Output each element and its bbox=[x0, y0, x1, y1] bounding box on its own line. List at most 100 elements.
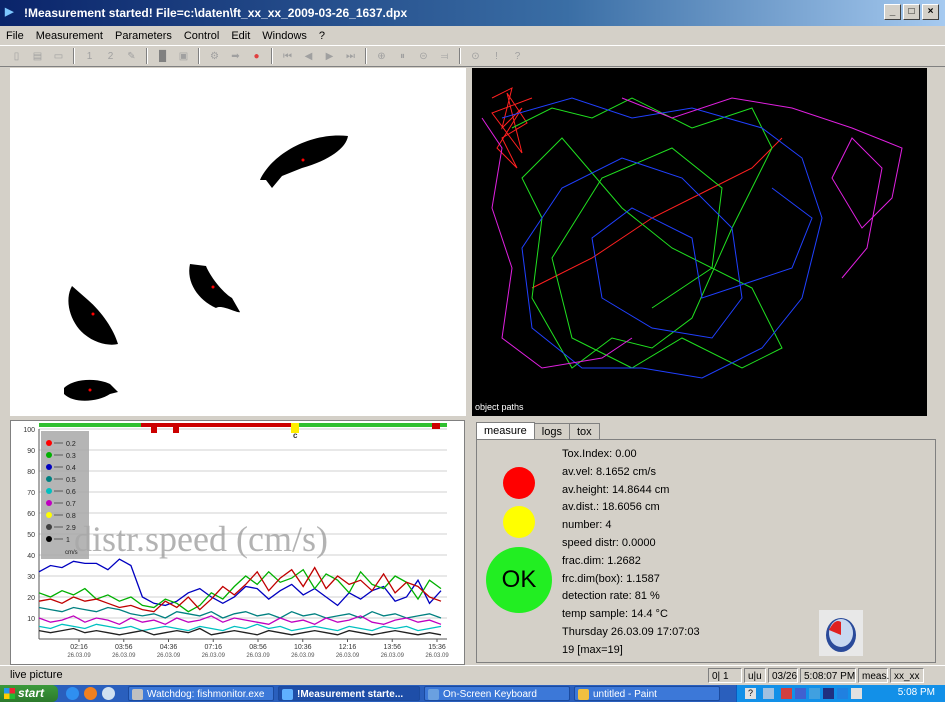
reading-detection-rate: detection rate: 81 % bbox=[562, 590, 660, 603]
prev-icon[interactable]: ◀ bbox=[304, 50, 313, 62]
tray-app-icon-4[interactable] bbox=[823, 688, 834, 699]
monitor-icon[interactable]: ▭ bbox=[53, 50, 64, 62]
task-paint[interactable]: untitled - Paint bbox=[574, 686, 720, 701]
step-icon[interactable]: ⊝ bbox=[419, 50, 428, 62]
next-icon[interactable]: ▶ bbox=[325, 50, 334, 62]
fill-icon[interactable]: █ bbox=[158, 50, 167, 62]
record-icon[interactable]: ⊕ bbox=[377, 50, 386, 62]
dot-icon[interactable]: ⊙ bbox=[471, 50, 480, 62]
x-tick-date: 26.03.09 bbox=[157, 653, 181, 659]
help-button[interactable]: ? bbox=[514, 50, 521, 62]
measure-panel: measure logs tox OK Tox.Index: 0.00 av.v… bbox=[472, 420, 937, 665]
channel-1-button[interactable]: 1 bbox=[86, 50, 93, 62]
series-line bbox=[38, 606, 442, 619]
yellow-light bbox=[503, 506, 535, 538]
save-icon[interactable]: ▣ bbox=[178, 50, 189, 62]
tray-app-icon-2[interactable] bbox=[795, 688, 806, 699]
pane-splitter[interactable] bbox=[466, 68, 472, 416]
arrow-right-icon[interactable]: ➡ bbox=[231, 50, 240, 62]
series-line bbox=[38, 623, 442, 632]
y-tick-label: 10 bbox=[27, 616, 35, 623]
first-icon[interactable]: ⏮ bbox=[283, 50, 292, 62]
toolbar-separator bbox=[73, 48, 75, 64]
tab-tox[interactable]: tox bbox=[568, 423, 600, 440]
fish-silhouettes bbox=[64, 135, 348, 401]
task-watchdog[interactable]: Watchdog: fishmonitor.exe bbox=[128, 686, 274, 701]
fish-1-marker bbox=[301, 158, 305, 162]
tray-app-icon-6[interactable] bbox=[851, 688, 862, 699]
start-label: start bbox=[18, 686, 45, 700]
warning-marker bbox=[291, 423, 299, 433]
windows-flag-icon bbox=[4, 688, 15, 699]
series-line bbox=[38, 627, 442, 636]
reading-speed-distr: speed distr: 0.0000 bbox=[562, 536, 656, 549]
menu-parameters[interactable]: Parameters bbox=[115, 29, 172, 42]
reading-temp-sample: temp sample: 14.4 °C bbox=[562, 608, 668, 621]
maximize-button[interactable]: □ bbox=[903, 4, 920, 20]
pause-icon[interactable]: ⏸ bbox=[400, 50, 405, 62]
toolbar-separator bbox=[271, 48, 273, 64]
x-tick-date: 26.03.09 bbox=[425, 653, 449, 659]
reading-av-vel: av.vel: 8.1652 cm/s bbox=[562, 465, 656, 478]
menu-edit[interactable]: Edit bbox=[231, 29, 251, 42]
ie-icon[interactable] bbox=[66, 687, 79, 700]
fish-app-icon[interactable]: ▶ bbox=[5, 6, 14, 18]
reading-number: number: 4 bbox=[562, 519, 612, 532]
y-tick-label: 20 bbox=[27, 595, 35, 602]
menu-control[interactable]: Control bbox=[183, 29, 220, 42]
legend-label: 1 bbox=[66, 537, 70, 544]
last-icon[interactable]: ⏭ bbox=[346, 50, 355, 62]
stop-icon[interactable]: ● bbox=[253, 50, 260, 62]
x-tick-label: 13:56 bbox=[383, 644, 401, 651]
edit-icon[interactable]: ✎ bbox=[127, 50, 136, 62]
task-measurement[interactable]: !Measurement starte... bbox=[278, 686, 420, 701]
minimize-button[interactable]: _ bbox=[884, 4, 901, 20]
x-tick-date: 26.03.09 bbox=[67, 653, 91, 659]
fish-2-marker bbox=[211, 285, 215, 289]
tab-logs[interactable]: logs bbox=[533, 423, 570, 440]
pin-icon[interactable]: ⫤ bbox=[440, 50, 449, 62]
start-button[interactable]: start bbox=[0, 685, 58, 702]
show-desktop-icon[interactable] bbox=[102, 687, 115, 700]
fish-3-marker bbox=[91, 312, 95, 316]
path-blue bbox=[501, 97, 823, 379]
open-icon[interactable]: ▤ bbox=[32, 50, 43, 62]
x-tick-date: 26.03.09 bbox=[202, 653, 226, 659]
status-bar: live picture 0| 1 u|u 03/26 5:08:07 PM m… bbox=[0, 665, 945, 686]
tray-app-icon-3[interactable] bbox=[809, 688, 820, 699]
legend-label: 0.2 bbox=[66, 441, 76, 448]
speed-distribution-chart: 100 90 80 70 60 50 40 30 20 10 c 02:16 26.03.09 03:56… bbox=[10, 420, 465, 665]
task-paint-label: untitled - Paint bbox=[593, 689, 657, 700]
new-icon[interactable]: ▯ bbox=[13, 50, 20, 62]
ok-label: OK bbox=[501, 566, 537, 593]
menu-bar: File Measurement Parameters Control Edit… bbox=[0, 26, 945, 45]
menu-help[interactable]: ? bbox=[318, 29, 326, 42]
menu-measurement[interactable]: Measurement bbox=[35, 29, 103, 42]
firefox-icon[interactable] bbox=[84, 687, 97, 700]
window-title: !Measurement started! File=c:\daten\ft_x… bbox=[24, 6, 408, 20]
measure-tab-body: OK Tox.Index: 0.00 av.vel: 8.1652 cm/s a… bbox=[476, 439, 936, 663]
menu-file[interactable]: File bbox=[6, 29, 24, 42]
tray-app-icon-5[interactable] bbox=[837, 688, 848, 699]
reading-av-dist: av.dist.: 18.6056 cm bbox=[562, 501, 660, 514]
path-red bbox=[491, 87, 783, 289]
alarm-strip bbox=[141, 423, 291, 427]
reading-frac-dim: frac.dim: 1.2682 bbox=[562, 554, 641, 567]
legend-label: 0.3 bbox=[66, 453, 76, 460]
menu-windows[interactable]: Windows bbox=[262, 29, 307, 42]
task-keyboard[interactable]: On-Screen Keyboard bbox=[424, 686, 570, 701]
help-tray-icon[interactable]: ? bbox=[745, 688, 756, 699]
close-button[interactable]: × bbox=[922, 4, 939, 20]
mouse-logo-icon bbox=[819, 610, 863, 656]
x-tick-label: 08:56 bbox=[249, 644, 267, 651]
tray-app-icon-1[interactable] bbox=[781, 688, 792, 699]
task-measurement-label: !Measurement starte... bbox=[297, 689, 404, 700]
object-paths-canvas bbox=[481, 87, 903, 379]
network-icon[interactable] bbox=[763, 688, 774, 699]
tab-measure[interactable]: measure bbox=[476, 422, 535, 441]
live-video-panel bbox=[10, 68, 466, 416]
gear-icon[interactable]: ⚙ bbox=[210, 50, 219, 62]
fish-app-icon bbox=[282, 689, 293, 700]
channel-2-button[interactable]: 2 bbox=[107, 50, 114, 62]
info-button[interactable]: ! bbox=[495, 50, 498, 62]
